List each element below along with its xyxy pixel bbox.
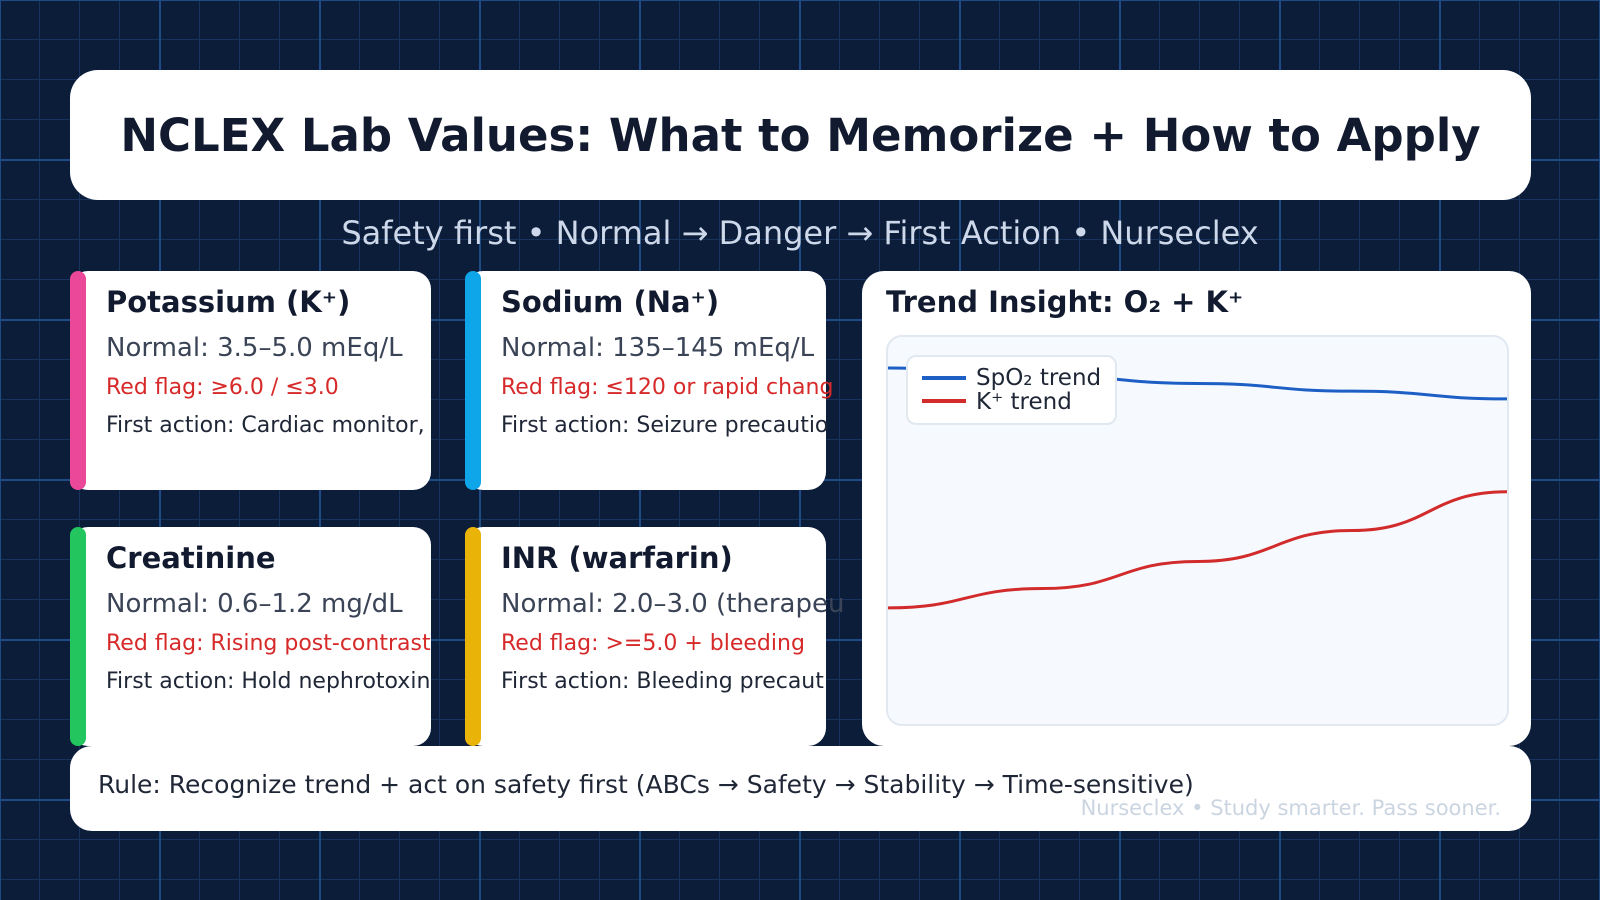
legend-label-k: K⁺ trend: [976, 389, 1072, 415]
trend-chart-card: Trend Insight: O₂ + K⁺ SpO₂ trend K⁺ tre…: [862, 271, 1531, 746]
subtitle: Safety first • Normal → Danger → First A…: [341, 214, 1259, 252]
accent-bar: [70, 527, 86, 746]
card-first-action: First action: Cardiac monitor,: [106, 413, 425, 438]
card-title: Creatinine: [106, 541, 276, 575]
card-red-flag: Red flag: Rising post-contrast: [106, 631, 431, 656]
card-first-action: First action: Seizure precautio: [501, 413, 829, 438]
legend-swatch-spo2: [922, 376, 966, 380]
card-potassium: Potassium (K⁺) Normal: 3.5–5.0 mEq/L Red…: [70, 271, 431, 490]
card-normal: Normal: 3.5–5.0 mEq/L: [106, 333, 403, 363]
rule-text: Rule: Recognize trend + act on safety fi…: [98, 770, 1194, 799]
accent-bar: [70, 271, 86, 490]
card-first-action: First action: Bleeding precaut: [501, 669, 824, 694]
rule-banner: Rule: Recognize trend + act on safety fi…: [70, 746, 1531, 831]
card-title: INR (warfarin): [501, 541, 733, 575]
card-title: Sodium (Na⁺): [501, 285, 720, 319]
legend-swatch-k: [922, 399, 966, 403]
card-normal: Normal: 2.0–3.0 (therapeu: [501, 589, 845, 619]
card-normal: Normal: 0.6–1.2 mg/dL: [106, 589, 403, 619]
plot-area: SpO₂ trend K⁺ trend: [886, 335, 1509, 726]
accent-bar: [465, 527, 481, 746]
card-red-flag: Red flag: ≤120 or rapid chang: [501, 375, 834, 400]
chart-title: Trend Insight: O₂ + K⁺: [886, 285, 1244, 319]
legend-label-spo2: SpO₂ trend: [976, 365, 1102, 391]
footer-tagline: Nurseclex • Study smarter. Pass sooner.: [1080, 796, 1501, 820]
title-banner: NCLEX Lab Values: What to Memorize + How…: [70, 70, 1531, 200]
card-creatinine: Creatinine Normal: 0.6–1.2 mg/dL Red fla…: [70, 527, 431, 746]
card-inr: INR (warfarin) Normal: 2.0–3.0 (therapeu…: [465, 527, 844, 746]
card-sodium: Sodium (Na⁺) Normal: 135–145 mEq/L Red f…: [465, 271, 833, 490]
card-first-action: First action: Hold nephrotoxin: [106, 669, 431, 694]
series-line-1: [888, 490, 1507, 610]
accent-bar: [465, 271, 481, 490]
card-normal: Normal: 135–145 mEq/L: [501, 333, 815, 363]
legend: SpO₂ trend K⁺ trend: [906, 355, 1117, 425]
card-red-flag: Red flag: ≥6.0 / ≤3.0: [106, 375, 339, 400]
card-red-flag: Red flag: >=5.0 + bleeding: [501, 631, 805, 656]
page-title: NCLEX Lab Values: What to Memorize + How…: [120, 108, 1481, 162]
card-title: Potassium (K⁺): [106, 285, 351, 319]
